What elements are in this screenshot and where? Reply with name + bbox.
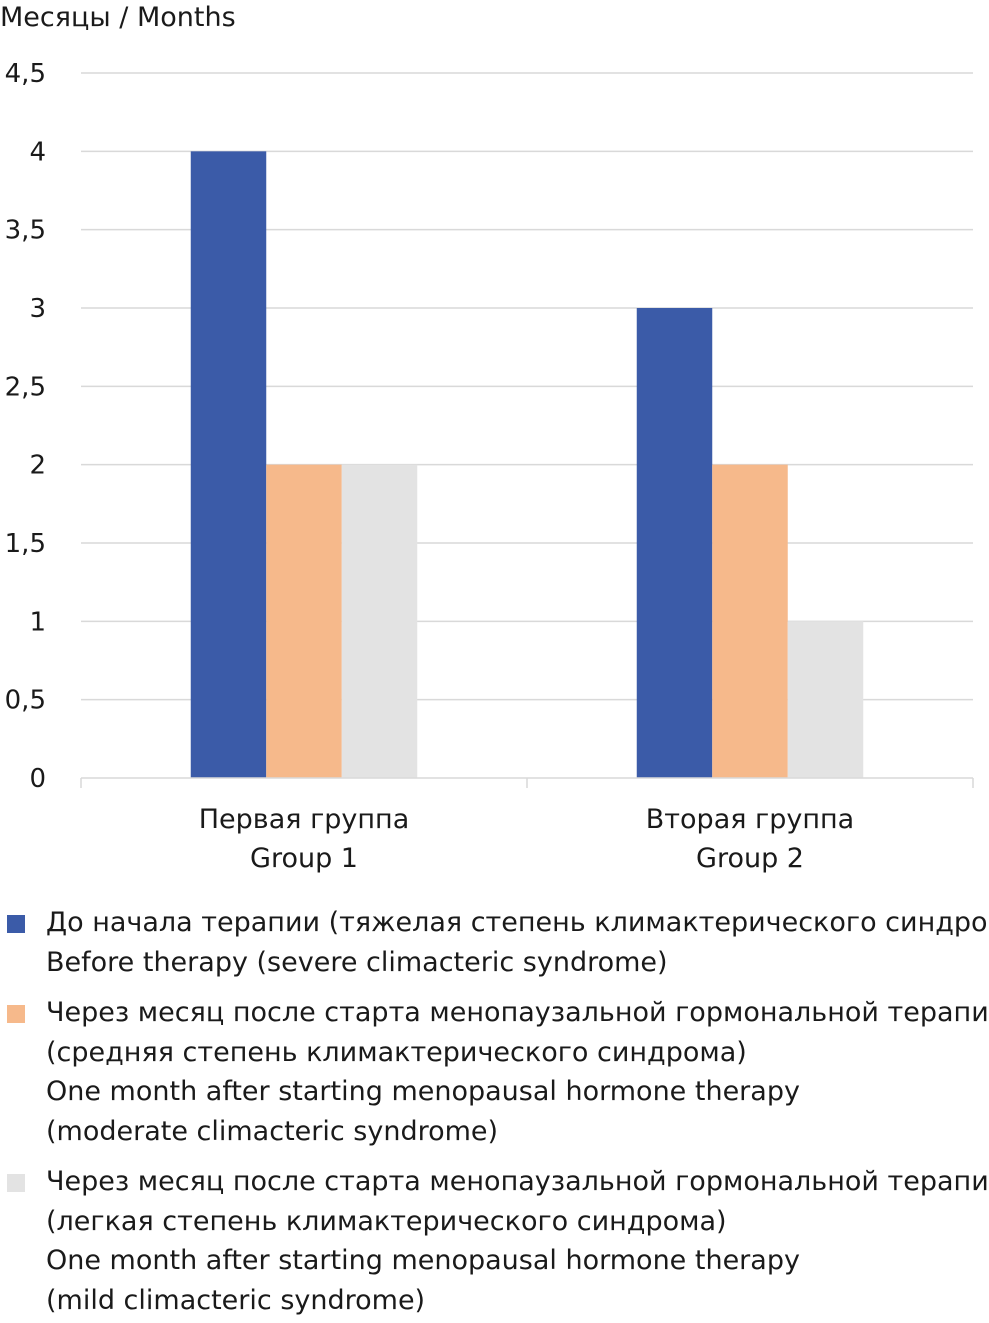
category-label: Group 1 [250,843,358,874]
legend-label: (mild climacteric syndrome) [46,1284,426,1316]
legend-swatch [7,915,25,933]
x-axis [80,777,974,788]
y-axis-label: Месяцы / Months [0,2,236,33]
y-tick-label: 3 [29,294,46,324]
legend-label: Через месяц после старта менопаузальной … [46,1166,989,1197]
legend-label: (легкая степень климактерического синдро… [46,1205,727,1237]
category-label: Group 2 [696,843,804,874]
legend-swatch [7,1005,25,1023]
y-tick-label: 2,5 [5,372,46,402]
y-tick-label: 1,5 [5,529,46,559]
bar [341,464,418,778]
legend: До начала терапии (тяжелая степень клима… [0,903,989,1320]
legend-item: Через месяц после старта менопаузальной … [0,1162,989,1320]
legend-label: Через месяц после старта менопаузальной … [46,997,989,1028]
bar [190,151,267,779]
bar [787,621,864,778]
legend-label: Before therapy (severe climacteric syndr… [46,946,668,978]
y-tick-label: 3,5 [5,216,46,246]
legend-item: До начала терапии (тяжелая степень клима… [0,903,989,982]
legend-item: Через месяц после старта менопаузальной … [0,993,989,1151]
y-tick-label: 2 [29,451,46,481]
legend-label: One month after starting menopausal horm… [46,1245,800,1276]
y-tick-label: 0,5 [5,686,46,716]
bar [636,308,713,778]
category-label: Первая группа [199,804,410,835]
y-tick-label: 0 [29,764,46,794]
x-category-labels: Первая группа Group 1 Вторая группа Group 2 [199,804,854,874]
legend-label: (средняя степень климактерического синдр… [46,1036,747,1068]
bar [712,464,788,778]
legend-swatch [7,1174,25,1192]
bar [266,464,342,778]
y-tick-labels: 0 0,5 1 1,5 2 2,5 3 3,5 4 4,5 [5,59,46,794]
bars [190,151,864,779]
legend-label: One month after starting menopausal horm… [46,1076,800,1107]
legend-label: До начала терапии (тяжелая степень клима… [46,907,989,938]
legend-label: (moderate climacteric syndrome) [46,1115,499,1147]
y-tick-label: 4,5 [5,59,46,89]
y-tick-label: 1 [29,607,46,637]
bar-chart: 0 0,5 1 1,5 2 2,5 3 3,5 4 4,5 Первая группа Group … [5,59,974,874]
category-label: Вторая группа [646,804,854,835]
y-tick-label: 4 [29,137,46,167]
